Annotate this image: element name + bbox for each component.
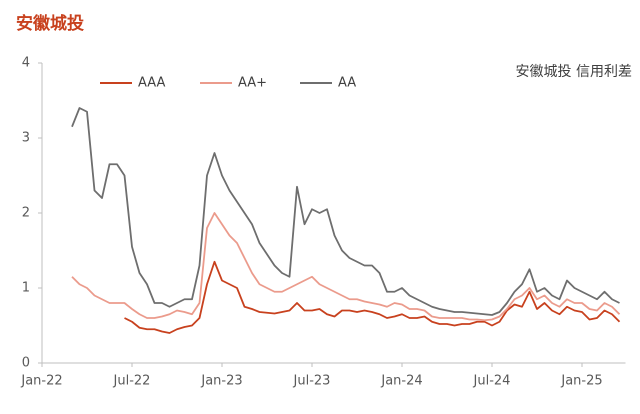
- x-tick-label: Jan-22: [20, 374, 62, 389]
- y-tick-label: 0: [22, 356, 30, 371]
- x-tick-label: Jul-24: [473, 374, 511, 389]
- x-tick-label: Jan-23: [200, 374, 242, 389]
- x-tick-label: Jul-23: [293, 374, 331, 389]
- annotation: 安徽城投 信用利差: [516, 64, 632, 80]
- series-line: [71, 107, 620, 316]
- series-line: [124, 260, 621, 334]
- legend-label: AA: [338, 76, 356, 91]
- x-tick-label: Jan-24: [380, 374, 422, 389]
- y-tick-label: 2: [22, 206, 30, 221]
- chart-title: 安徽城投: [16, 13, 84, 34]
- y-tick-label: 1: [22, 281, 30, 296]
- legend-label: AAA: [138, 76, 166, 91]
- y-tick-label: 4: [22, 56, 30, 71]
- legend-label: AA+: [238, 76, 267, 91]
- x-tick-label: Jul-22: [113, 374, 151, 389]
- series-line: [71, 212, 621, 322]
- x-tick-label: Jan-25: [560, 374, 602, 389]
- y-tick-label: 3: [22, 131, 30, 146]
